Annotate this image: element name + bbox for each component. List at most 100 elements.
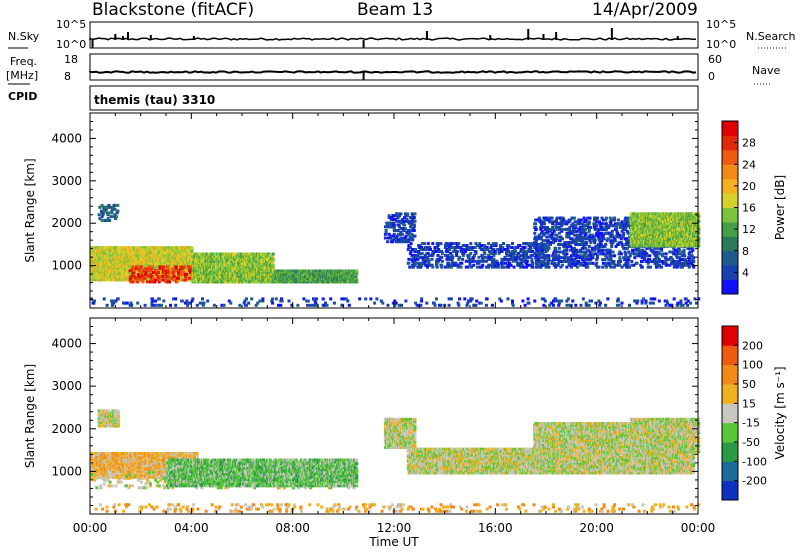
data-cell	[266, 258, 270, 262]
data-cell	[317, 280, 321, 284]
data-cell	[551, 222, 555, 226]
data-cell	[525, 242, 529, 246]
data-cell	[528, 263, 532, 267]
data-cell	[519, 257, 523, 261]
data-cell	[165, 271, 169, 274]
data-cell	[560, 263, 564, 267]
data-cell	[555, 237, 558, 241]
data-cell	[395, 214, 398, 218]
data-cell	[544, 239, 548, 243]
data-cell	[560, 237, 564, 241]
data-cell	[103, 265, 107, 269]
data-cell	[400, 240, 404, 244]
data-cell	[221, 263, 225, 267]
data-cell	[403, 236, 407, 240]
data-cell	[467, 253, 471, 257]
data-cell	[154, 251, 158, 255]
data-cell	[137, 267, 141, 271]
data-cell	[561, 222, 565, 226]
data-cell	[481, 253, 485, 257]
data-cell	[508, 261, 511, 265]
data-cell	[519, 248, 523, 251]
data-cell	[494, 242, 498, 246]
data-cell	[474, 259, 478, 263]
data-cell	[500, 259, 504, 263]
data-cell	[481, 263, 485, 267]
data-cell	[114, 251, 118, 255]
data-cell	[144, 272, 148, 276]
data-cell	[551, 231, 555, 235]
data-cell	[404, 234, 408, 238]
data-cell	[490, 265, 494, 269]
data-cell	[398, 214, 401, 218]
data-cell	[228, 267, 232, 271]
data-cell	[386, 240, 390, 244]
data-cell	[411, 259, 415, 263]
data-cell	[307, 278, 311, 282]
data-cell	[559, 216, 563, 220]
data-cell	[146, 276, 150, 280]
data-cell	[555, 256, 559, 260]
data-cell	[457, 263, 461, 267]
data-cell	[431, 265, 435, 269]
data-cell	[166, 269, 170, 273]
data-cell	[166, 278, 170, 282]
data-cell	[555, 227, 559, 231]
data-cell	[190, 248, 194, 252]
data-cell	[110, 209, 114, 213]
data-cell	[443, 246, 447, 249]
nsky-tick-bottom: 10^0	[56, 38, 86, 51]
data-cell	[100, 219, 104, 222]
data-cell	[399, 219, 403, 223]
cpid-value: themis (tau) 3310	[94, 93, 215, 107]
data-cell	[474, 250, 478, 253]
data-cell	[182, 271, 186, 274]
data-cell	[493, 251, 497, 255]
data-cell	[166, 272, 170, 276]
data-cell	[558, 227, 562, 231]
data-cell	[537, 233, 541, 237]
data-cell	[450, 259, 454, 263]
data-cell	[522, 259, 526, 263]
data-cell	[134, 265, 138, 269]
data-cell	[455, 250, 459, 253]
nsearch-tick-top: 10^5	[706, 18, 736, 31]
data-cell	[534, 254, 538, 258]
data-cell	[396, 216, 400, 220]
data-cell	[137, 257, 141, 261]
data-cell	[282, 271, 286, 275]
data-cell	[555, 233, 558, 237]
data-cell	[496, 265, 500, 269]
data-cell	[216, 271, 220, 275]
data-cell	[423, 242, 427, 246]
data-cell	[539, 226, 543, 229]
data-cell	[413, 212, 417, 216]
data-cell	[426, 255, 429, 259]
data-cell	[525, 253, 529, 257]
data-cell	[318, 269, 322, 273]
data-cell	[543, 257, 547, 261]
data-cell	[392, 223, 396, 227]
data-cell	[509, 263, 513, 267]
data-cell	[549, 227, 553, 231]
data-cell	[400, 238, 404, 242]
data-cell	[117, 259, 121, 263]
data-cell	[433, 246, 437, 249]
data-cell	[302, 278, 306, 282]
data-cell	[550, 237, 554, 241]
data-cell	[407, 257, 411, 261]
data-cell	[97, 251, 101, 255]
data-cell	[487, 253, 491, 257]
data-cell	[543, 263, 547, 267]
data-cell	[128, 272, 131, 276]
data-cell	[161, 274, 165, 278]
data-cell	[462, 251, 466, 255]
data-cell	[147, 274, 151, 278]
data-cell	[435, 263, 438, 267]
data-cell	[409, 223, 413, 227]
data-cell	[151, 271, 155, 274]
data-cell	[347, 278, 350, 282]
data-cell	[187, 248, 191, 252]
data-cell	[312, 273, 315, 277]
data-cell	[491, 263, 495, 267]
